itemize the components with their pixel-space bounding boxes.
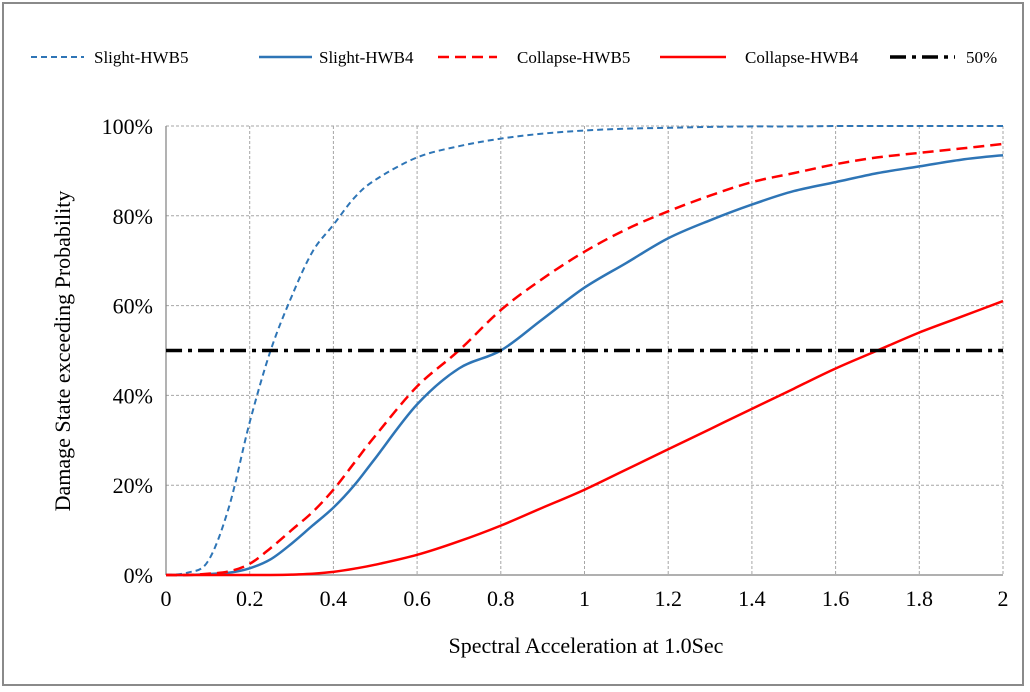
y-axis-label: Damage State exceeding Probability [50, 191, 75, 512]
grid-lines [166, 125, 1004, 575]
series-lines [165, 124, 1004, 577]
series-line-slight-hwb5 [165, 124, 1003, 576]
y-tick-label: 80% [113, 204, 153, 229]
legend-label: Slight-HWB5 [94, 48, 188, 67]
x-axis-ticks: 0 0.2 0.4 0.6 0.8 1 1.2 1.4 1.6 1.8 2 [161, 586, 1009, 611]
x-tick-label: 0.6 [403, 586, 431, 611]
x-tick-label: 0.4 [320, 586, 348, 611]
series-line-collapse-hwb5 [165, 142, 1004, 577]
legend-label: Collapse-HWB4 [745, 48, 859, 67]
series-line-slight-hwb4 [165, 153, 1004, 577]
y-tick-label: 60% [113, 294, 153, 319]
series-line-collapse-hwb4 [166, 299, 1004, 577]
y-axis-ticks: 0% 20% 40% 60% 80% 100% [102, 114, 153, 588]
legend-label: Collapse-HWB5 [517, 48, 630, 67]
x-tick-label: 1.8 [906, 586, 934, 611]
x-axis-label: Spectral Acceleration at 1.0Sec [449, 633, 724, 658]
x-tick-label: 1.4 [738, 586, 766, 611]
legend-label: Slight-HWB4 [319, 48, 414, 67]
x-tick-label: 1.2 [654, 586, 682, 611]
legend-label: 50% [966, 48, 997, 67]
x-tick-label: 0.8 [487, 586, 515, 611]
y-tick-label: 0% [124, 563, 153, 588]
x-tick-label: 1 [579, 586, 590, 611]
x-tick-label: 0.2 [236, 586, 264, 611]
x-tick-label: 0 [161, 586, 172, 611]
y-tick-label: 40% [113, 383, 153, 408]
legend: Slight-HWB5 Slight-HWB4 Collapse-HWB5 Colla… [31, 48, 997, 67]
y-tick-label: 100% [102, 114, 153, 139]
x-tick-label: 2 [998, 586, 1009, 611]
y-tick-label: 20% [113, 473, 153, 498]
x-tick-label: 1.6 [822, 586, 850, 611]
